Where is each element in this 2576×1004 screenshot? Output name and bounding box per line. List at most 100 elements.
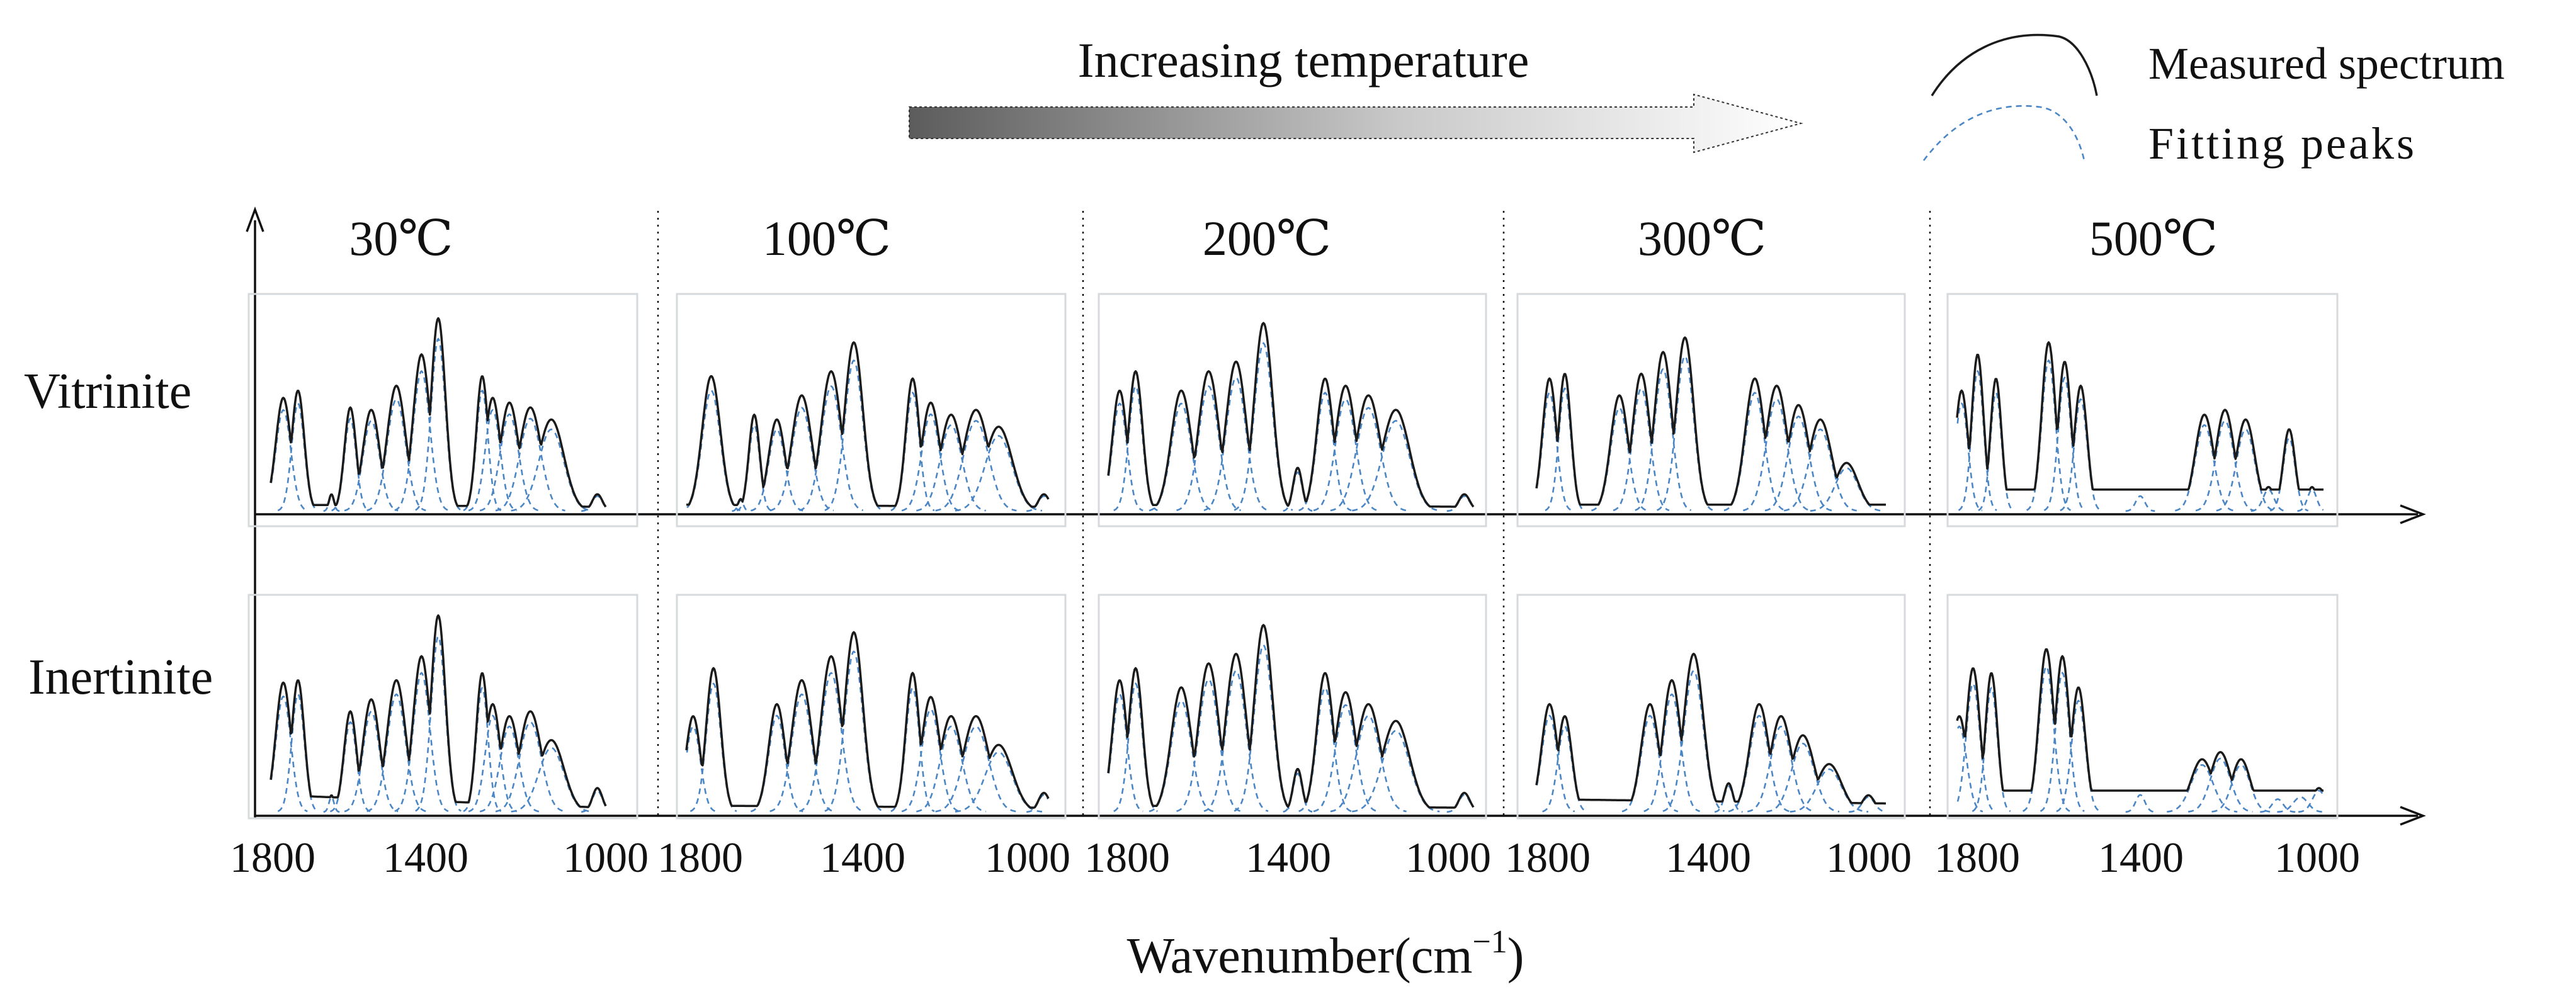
fitting-peak	[1783, 428, 1857, 512]
fitting-peak	[799, 385, 863, 512]
fitting-peak	[2269, 437, 2309, 512]
fitting-peak	[955, 751, 1043, 813]
fitting-peak	[344, 710, 399, 813]
panel-frame	[1098, 293, 1487, 527]
x-axis-inertinite-arrowhead	[2400, 806, 2426, 826]
fitting-peak	[1545, 387, 1585, 512]
fitting-peak	[323, 796, 340, 813]
fitting-peak	[2125, 794, 2155, 813]
fitting-peak	[769, 407, 834, 512]
fitting-peak	[1764, 415, 1832, 512]
fitting-peak	[1766, 742, 1840, 813]
fitting-peak	[495, 417, 565, 512]
fitting-peak	[955, 434, 1043, 512]
fitting-peak	[1591, 407, 1648, 512]
fitting-peak	[479, 413, 540, 512]
x-tick-labels: 1800 1400 1000 1800 1400 1000 1800 1400 …	[230, 833, 2360, 881]
fitting-peak	[468, 714, 518, 813]
fitting-peak	[1234, 643, 1293, 812]
panel-vitrinite-500	[1946, 293, 2339, 527]
spectra-panels	[247, 293, 2339, 820]
fitting-peak	[277, 693, 319, 813]
tick-label-1800-g1: 1800	[230, 833, 315, 881]
fitting-peak	[799, 672, 863, 812]
fitting-peak	[495, 721, 565, 813]
fitting-peak	[2211, 764, 2271, 813]
x-axis-title-text: Wavenumber(cm	[1127, 928, 1473, 984]
tick-label-1800-g4: 1800	[1505, 833, 1591, 881]
fitting-peak	[1956, 402, 1983, 512]
fitting-peak	[686, 725, 717, 813]
fitting-peak	[686, 389, 740, 512]
measured-spectrum	[1956, 648, 2324, 792]
arrow-label: Increasing temperature	[1078, 33, 1529, 87]
measured-spectrum	[270, 317, 607, 508]
fitting-peak	[2167, 764, 2238, 813]
temp-header-500: 500℃	[2089, 211, 2218, 266]
fitting-peak	[916, 424, 986, 512]
measured-spectrum	[685, 631, 1050, 809]
measured-spectrum	[270, 614, 607, 808]
fitting-peak	[479, 725, 540, 813]
fitting-peak	[1313, 398, 1378, 512]
fitting-peak	[1283, 772, 1313, 813]
fitting-peak	[1978, 391, 2014, 512]
panel-frame	[247, 594, 638, 820]
fitting-peak	[394, 672, 449, 812]
fitting-peak	[1542, 725, 1587, 813]
tick-label-1400-g2: 1400	[820, 833, 905, 881]
fitting-peak	[394, 369, 449, 511]
fitting-peak	[1723, 392, 1786, 512]
legend-fitting-label: Fitting peaks	[2148, 118, 2417, 169]
measured-spectrum	[1535, 336, 1887, 506]
panel-vitrinite-200	[1098, 293, 1487, 527]
tick-label-1400-g4: 1400	[1665, 833, 1751, 881]
panel-frame	[1098, 594, 1487, 820]
temperature-arrow-shape	[909, 93, 1803, 154]
tick-label-1800-g3: 1800	[1084, 833, 1170, 881]
fitting-peak	[1956, 682, 1995, 812]
panel-frame	[1516, 594, 1906, 820]
measured-spectrum	[686, 341, 1050, 508]
fitting-peak	[1790, 768, 1869, 813]
fitting-peak	[769, 693, 834, 813]
fitting-peak	[1635, 368, 1692, 511]
legend-measured-swatch	[1931, 33, 2098, 96]
fitting-peak	[901, 708, 960, 813]
fitting-peak	[2040, 672, 2085, 812]
fitting-peak	[2195, 419, 2255, 512]
temp-header-100: 100℃	[763, 211, 891, 266]
fitting-peak	[1849, 796, 1886, 813]
tick-label-1800-g5: 1800	[1934, 833, 2020, 881]
fitting-peak	[1621, 714, 1679, 813]
fitting-peak	[1352, 420, 1440, 512]
tick-label-1000-g4: 1000	[1826, 833, 1912, 881]
fitting-peak	[1728, 714, 1790, 813]
fitting-peak	[277, 402, 319, 512]
panel-frame	[247, 293, 638, 527]
fitting-peak	[1657, 355, 1713, 511]
panel-frame	[1946, 594, 2339, 820]
fitting-peak	[824, 650, 883, 812]
panel-inertinite-500	[1946, 594, 2339, 820]
fitting-peak	[468, 409, 518, 512]
fitting-peak	[2250, 488, 2286, 512]
temperature-arrow: Increasing temperature	[909, 33, 1803, 154]
fitting-peak	[2023, 665, 2070, 812]
fitting-peak	[330, 721, 371, 813]
fitting-peak	[751, 428, 803, 512]
tick-label-1000-g2: 1000	[985, 833, 1070, 881]
axes	[246, 206, 2426, 826]
panel-inertinite-30	[247, 594, 638, 820]
tick-label-1400-g1: 1400	[383, 833, 468, 881]
tick-label-1000-g5: 1000	[2274, 833, 2360, 881]
fitting-peak	[344, 419, 399, 512]
fitting-peak	[935, 420, 1017, 512]
fitting-peak	[1714, 785, 1743, 813]
x-axis-vitrinite-arrowhead	[2400, 504, 2426, 524]
tick-label-1000-g3: 1000	[1405, 833, 1491, 881]
fitting-peak	[1330, 714, 1407, 813]
measured-spectrum	[1956, 341, 2324, 491]
fitting-peak	[2187, 757, 2253, 813]
fitting-peak	[1743, 398, 1811, 512]
